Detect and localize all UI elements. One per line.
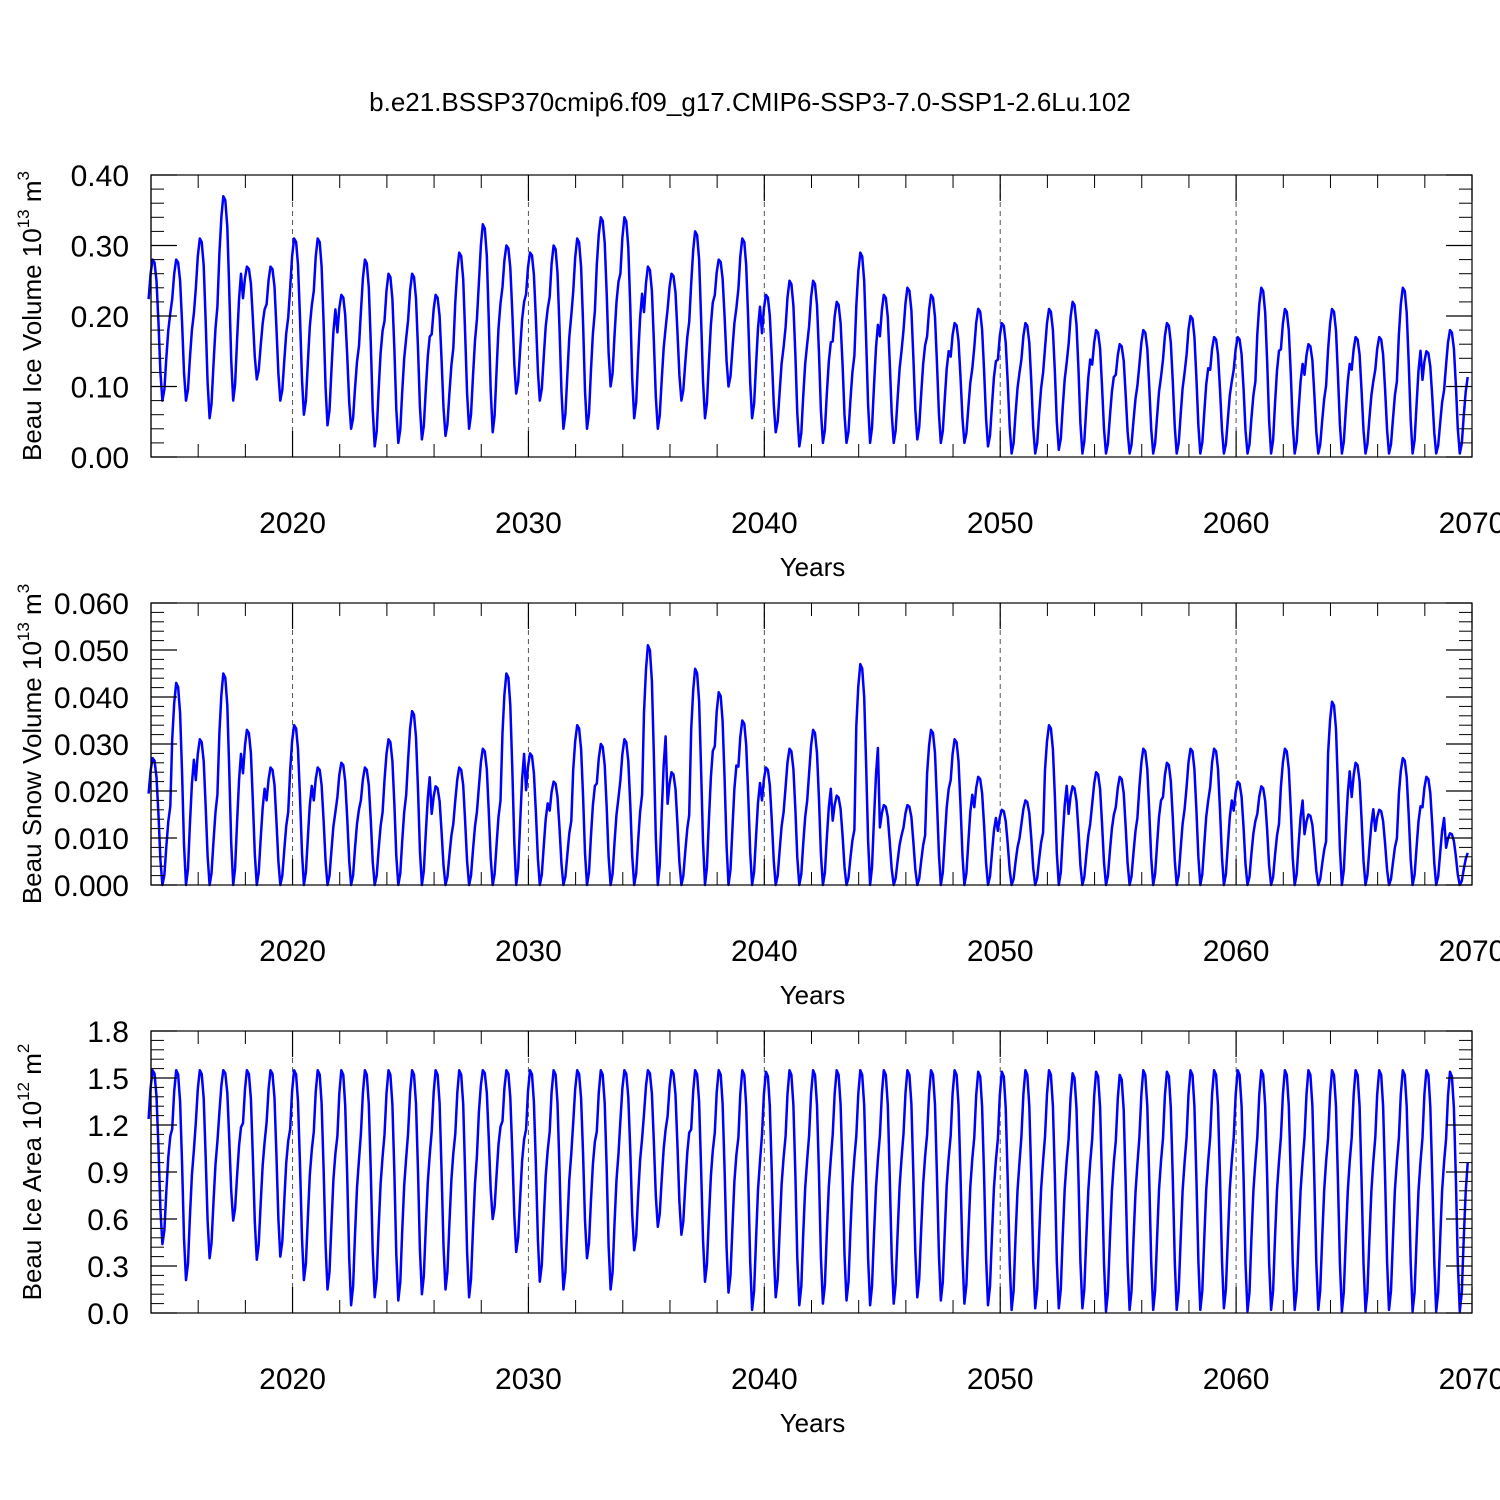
y-tick-label: 0.3 bbox=[87, 1251, 129, 1284]
y-tick-label: 0.20 bbox=[71, 301, 129, 334]
data-series-line bbox=[147, 644, 1469, 887]
y-tick-label: 0.10 bbox=[71, 372, 129, 405]
data-series-line bbox=[147, 1068, 1469, 1313]
y-axis-label: Beau Snow Volume 1013 m3 bbox=[14, 584, 47, 904]
x-tick-label: 2050 bbox=[967, 507, 1034, 540]
x-tick-label: 2020 bbox=[259, 1363, 326, 1396]
y-tick-label: 0.0 bbox=[87, 1298, 129, 1331]
y-tick-label: 0.000 bbox=[54, 870, 129, 903]
y-tick-label: 0.010 bbox=[54, 823, 129, 856]
x-tick-label: 2050 bbox=[967, 1363, 1034, 1396]
y-tick-label: 0.6 bbox=[87, 1204, 129, 1237]
x-tick-label: 2040 bbox=[731, 507, 798, 540]
y-tick-label: 1.2 bbox=[87, 1110, 129, 1143]
x-tick-label: 2070 bbox=[1439, 935, 1500, 968]
x-axis-label: Years bbox=[780, 980, 846, 1010]
chart-panel-2: 0.000 0.010 0.020 0.030 0.040 0.050 0.060 2020 2… bbox=[14, 584, 1500, 1010]
y-tick-label: 0.050 bbox=[54, 635, 129, 668]
x-tick-label: 2040 bbox=[731, 1363, 798, 1396]
data-series-line bbox=[147, 194, 1469, 455]
x-tick-label: 2030 bbox=[495, 1363, 562, 1396]
x-axis-label: Years bbox=[780, 552, 846, 582]
y-tick-label: 1.8 bbox=[87, 1016, 129, 1049]
x-tick-label: 2050 bbox=[967, 935, 1034, 968]
x-tick-label: 2060 bbox=[1203, 507, 1270, 540]
x-axis-label: Years bbox=[780, 1408, 846, 1438]
y-tick-label: 0.040 bbox=[54, 682, 129, 715]
x-tick-label: 2060 bbox=[1203, 1363, 1270, 1396]
y-tick-label: 0.9 bbox=[87, 1157, 129, 1190]
y-tick-label: 0.020 bbox=[54, 776, 129, 809]
y-tick-label: 0.00 bbox=[71, 442, 129, 475]
y-tick-label: 0.030 bbox=[54, 729, 129, 762]
y-tick-label: 0.30 bbox=[71, 231, 129, 264]
y-axis-label: Beau Ice Area 1012 m2 bbox=[14, 1044, 47, 1301]
x-tick-label: 2020 bbox=[259, 935, 326, 968]
x-tick-label: 2070 bbox=[1439, 1363, 1500, 1396]
x-tick-label: 2040 bbox=[731, 935, 798, 968]
chart-title: b.e21.BSSP370cmip6.f09_g17.CMIP6-SSP3-7.… bbox=[369, 87, 1131, 117]
chart-panel-1: 0.00 0.10 0.20 0.30 0.40 2020 2030 2040 2050 2060… bbox=[14, 160, 1500, 582]
x-tick-label: 2030 bbox=[495, 935, 562, 968]
x-tick-label: 2020 bbox=[259, 507, 326, 540]
x-tick-label: 2030 bbox=[495, 507, 562, 540]
y-axis-label: Beau Ice Volume 1013 m3 bbox=[14, 171, 47, 461]
y-tick-label: 0.060 bbox=[54, 588, 129, 621]
y-tick-label: 1.5 bbox=[87, 1063, 129, 1096]
chart-panel-3: 0.0 0.3 0.6 0.9 1.2 1.5 1.8 2020 2030 2040 2050 206… bbox=[14, 1016, 1500, 1438]
x-tick-label: 2070 bbox=[1439, 507, 1500, 540]
y-tick-label: 0.40 bbox=[71, 160, 129, 193]
x-tick-label: 2060 bbox=[1203, 935, 1270, 968]
